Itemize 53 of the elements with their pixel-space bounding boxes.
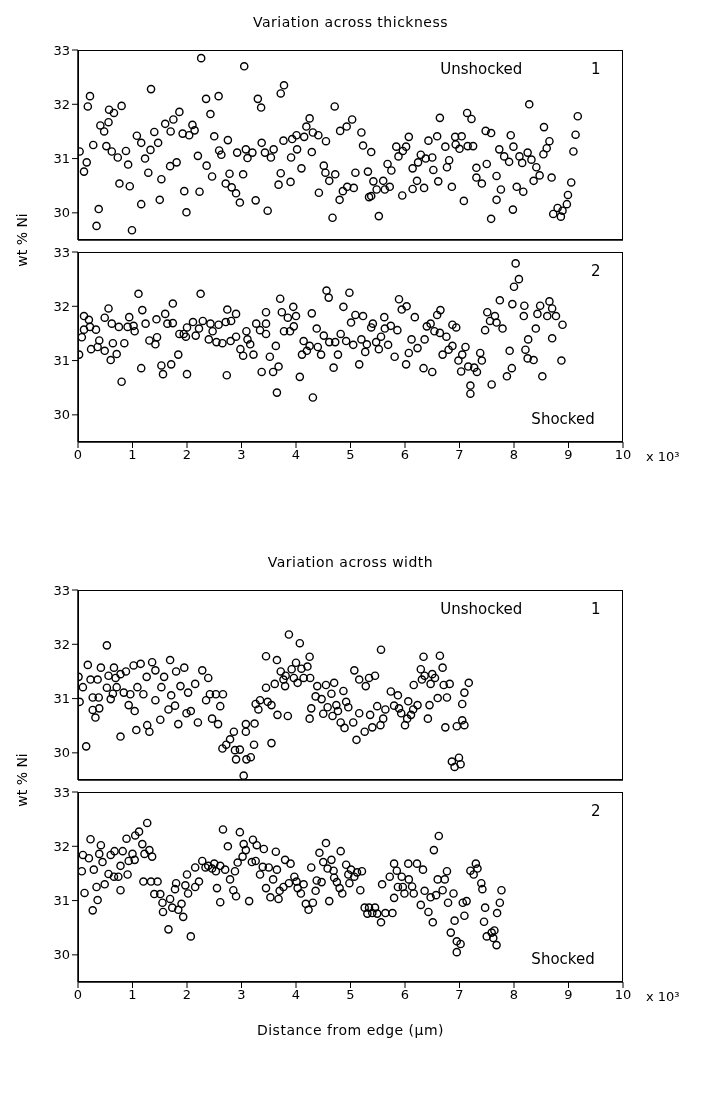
annotation: 2 [590,802,601,820]
x-tick-label: 10 [614,987,632,1003]
y-tick-label: 33 [53,784,70,800]
x-tick-label: 8 [509,987,519,1003]
x-tick-label: 6 [400,447,410,463]
annotation: Unshocked [440,600,523,618]
x-axis-title: Distance from edge (µm) [255,1022,446,1038]
x-tick-label: 0 [73,447,83,463]
chart-title: Variation across thickness [252,14,449,30]
y-tick-label: 30 [53,205,70,221]
y-axis-title: wt % Ni [14,753,31,807]
text: x 10³ [645,448,680,464]
y-tick-label: 33 [53,582,70,598]
x-tick-label: 5 [346,987,355,1003]
annotation: Shocked [531,950,595,969]
x-tick-label: 2 [182,447,192,463]
x-tick-label: 9 [564,447,573,463]
annotation: Shocked [531,410,595,429]
x-tick-label: 7 [455,447,464,463]
y-tick-label: 33 [53,244,70,260]
annotation: 1 [590,60,601,78]
x-tick-label: 10 [614,447,632,463]
x-tick-label: 5 [346,447,355,463]
text: x 10³ [645,988,680,1004]
x-tick-label: 3 [237,447,246,463]
x-tick-label: 6 [400,987,410,1003]
y-tick-label: 32 [53,298,70,314]
y-tick-label: 33 [53,42,70,58]
annotation: 1 [590,600,601,618]
y-tick-label: 31 [53,151,70,167]
x-tick-label: 4 [291,447,301,463]
x-tick-label: 1 [128,987,137,1003]
y-axis-title: wt % Ni [14,213,31,267]
y-tick-label: 31 [53,893,70,909]
y-tick-label: 32 [53,636,70,652]
x-tick-label: 0 [73,987,83,1003]
x-tick-label: 1 [128,447,137,463]
y-tick-label: 31 [53,691,70,707]
y-tick-label: 30 [53,745,70,761]
y-tick-label: 31 [53,353,70,369]
y-tick-label: 32 [53,838,70,854]
x-tick-label: 2 [182,987,192,1003]
annotation: 2 [590,262,601,280]
x-tick-label: 4 [291,987,301,1003]
y-tick-label: 30 [53,947,70,963]
annotation: Unshocked [440,60,523,78]
x-tick-label: 7 [455,987,464,1003]
y-tick-label: 32 [53,96,70,112]
x-tick-label: 9 [564,987,573,1003]
x-tick-label: 8 [509,447,519,463]
x-tick-label: 3 [237,987,246,1003]
chart-title: Variation across width [266,554,435,570]
y-tick-label: 30 [53,407,70,423]
